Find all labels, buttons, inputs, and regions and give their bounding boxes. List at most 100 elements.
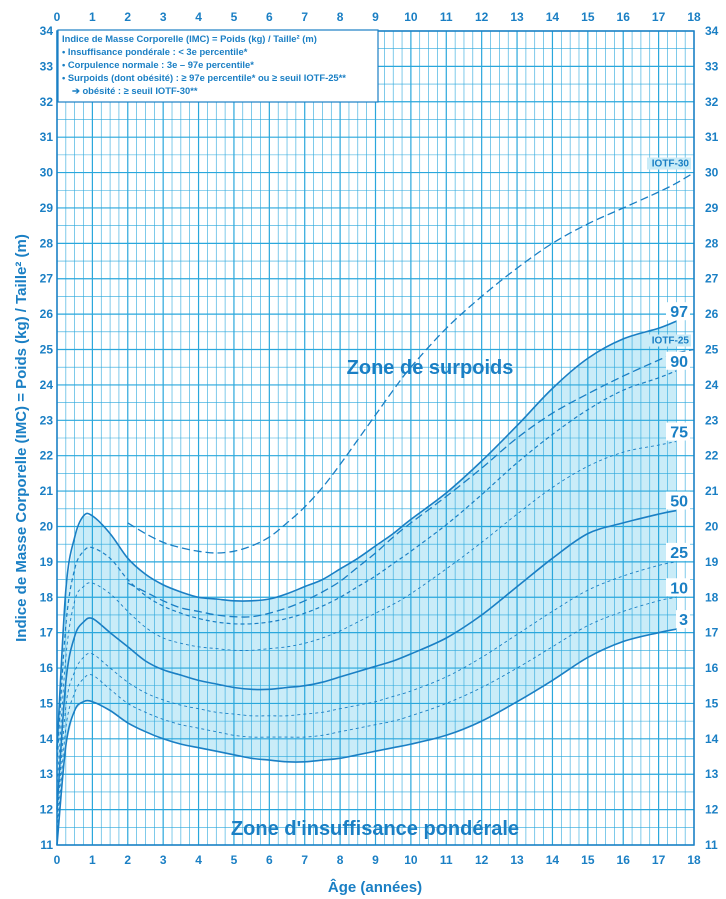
y-tick-left: 26: [40, 307, 54, 321]
series-label-bg: [647, 157, 691, 170]
series-label-97: 97: [670, 304, 688, 321]
x-tick-bottom: 11: [440, 853, 453, 867]
x-tick-top: 2: [124, 10, 131, 24]
series-label-3: 3: [679, 612, 688, 629]
x-tick-top: 17: [652, 10, 666, 24]
series-label-bg: [676, 610, 690, 629]
y-tick-left: 21: [40, 484, 54, 498]
x-tick-top: 4: [195, 10, 202, 24]
series-line-75: [56, 441, 677, 789]
y-tick-right: 24: [705, 378, 719, 392]
y-tick-right: 31: [705, 130, 719, 144]
y-tick-left: 11: [40, 838, 53, 852]
x-tick-top: 14: [546, 10, 560, 24]
series-label-IOTF-25: IOTF-25: [652, 336, 690, 347]
x-tick-top: 1: [89, 10, 96, 24]
x-tick-bottom: 16: [617, 853, 631, 867]
y-tick-left: 31: [40, 130, 54, 144]
y-tick-right: 29: [705, 201, 719, 215]
y-tick-right: 19: [705, 555, 719, 569]
series-label-bg: [666, 302, 690, 321]
series-line-90: [56, 370, 677, 764]
series-line-IOTF-30: [127, 172, 695, 554]
x-tick-bottom: 18: [687, 853, 701, 867]
y-tick-left: 32: [40, 95, 54, 109]
series-label-25: 25: [670, 545, 688, 562]
x-tick-bottom: 17: [652, 853, 666, 867]
x-tick-top: 12: [475, 10, 489, 24]
y-tick-left: 12: [40, 803, 54, 817]
legend-line-3: • Surpoids (dont obésité) : ≥ 97e percen…: [62, 72, 346, 83]
y-tick-left: 18: [40, 590, 54, 604]
x-axis-label: Âge (années): [328, 878, 422, 896]
x-tick-bottom: 15: [581, 853, 595, 867]
y-tick-right: 17: [705, 626, 719, 640]
x-tick-top: 8: [337, 10, 344, 24]
x-tick-bottom: 7: [301, 853, 308, 867]
y-tick-right: 22: [705, 449, 719, 463]
x-tick-bottom: 0: [54, 853, 61, 867]
series-line-3: [56, 628, 677, 846]
x-tick-bottom: 13: [510, 853, 524, 867]
series-label-bg: [666, 351, 690, 370]
x-tick-bottom: 4: [195, 853, 202, 867]
y-tick-right: 34: [705, 24, 719, 38]
x-tick-top: 15: [581, 10, 595, 24]
x-tick-bottom: 6: [266, 853, 273, 867]
x-tick-top: 3: [160, 10, 167, 24]
y-tick-right: 16: [705, 661, 719, 675]
y-tick-right: 21: [705, 484, 719, 498]
series-label-10: 10: [670, 580, 688, 597]
x-tick-top: 13: [510, 10, 524, 24]
series-label-bg: [666, 542, 690, 561]
y-tick-left: 30: [40, 166, 54, 180]
y-tick-right: 33: [705, 59, 719, 73]
series-label-bg: [666, 491, 690, 510]
y-tick-left: 23: [40, 413, 54, 427]
y-tick-left: 14: [40, 732, 54, 746]
ticks-layer: 0011223344556677889910101111121213131414…: [40, 10, 719, 867]
legend-line-1: • Insuffisance pondérale : < 3e percenti…: [62, 46, 248, 57]
x-tick-top: 0: [54, 10, 61, 24]
series-label-75: 75: [670, 425, 688, 442]
y-tick-right: 28: [705, 236, 719, 250]
legend-box: Indice de Masse Corporelle (IMC) = Poids…: [57, 29, 379, 103]
series-line-50: [56, 509, 677, 810]
y-tick-left: 34: [40, 24, 54, 38]
x-tick-bottom: 10: [404, 853, 418, 867]
series-label-layer: 97 90 75 50 25 10 3 IOTF-30 IOTF-25: [647, 157, 691, 629]
y-tick-left: 29: [40, 201, 54, 215]
underweight-zone-label: Zone d'insuffisance pondérale: [231, 818, 519, 840]
y-tick-right: 20: [705, 519, 719, 533]
x-tick-top: 16: [617, 10, 631, 24]
series-label-bg: [666, 578, 690, 597]
y-tick-right: 15: [705, 696, 719, 710]
x-tick-top: 7: [301, 10, 308, 24]
x-tick-bottom: 8: [337, 853, 344, 867]
y-tick-left: 15: [40, 696, 54, 710]
y-tick-left: 19: [40, 555, 54, 569]
y-tick-right: 18: [705, 590, 719, 604]
y-tick-left: 27: [40, 272, 54, 286]
series-label-IOTF-30: IOTF-30: [652, 159, 690, 170]
series-label-50: 50: [670, 494, 688, 511]
series-line-10: [56, 596, 677, 835]
series-line-25: [56, 561, 677, 824]
legend-title: Indice de Masse Corporelle (IMC) = Poids…: [62, 33, 317, 44]
y-tick-right: 13: [705, 767, 719, 781]
y-tick-left: 17: [40, 626, 54, 640]
x-tick-top: 18: [687, 10, 701, 24]
x-tick-bottom: 1: [89, 853, 96, 867]
x-tick-bottom: 3: [160, 853, 167, 867]
x-tick-top: 10: [404, 10, 418, 24]
y-tick-left: 16: [40, 661, 54, 675]
x-tick-top: 5: [231, 10, 238, 24]
x-tick-bottom: 5: [231, 853, 238, 867]
series-line-97: [56, 320, 677, 750]
y-tick-right: 26: [705, 307, 719, 321]
overweight-zone-label: Zone de surpoids: [347, 357, 514, 379]
y-tick-right: 11: [705, 838, 718, 852]
x-tick-top: 11: [440, 10, 453, 24]
series-label-bg: [647, 334, 691, 347]
